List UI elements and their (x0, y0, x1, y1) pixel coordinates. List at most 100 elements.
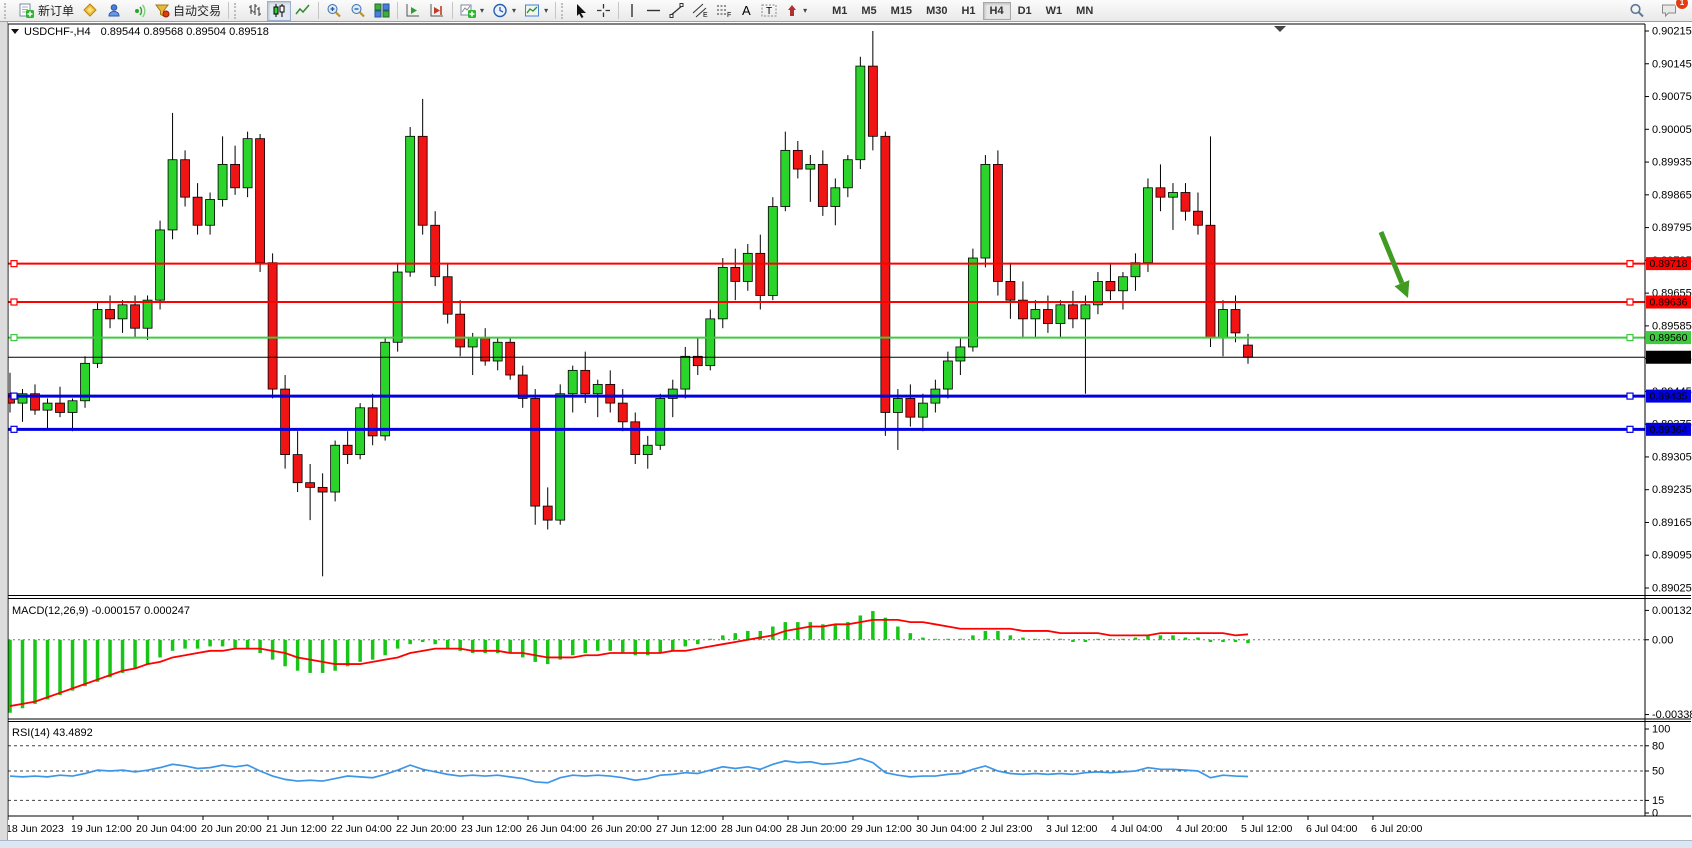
candle (543, 506, 552, 520)
chart-canvas[interactable]: 0.902150.901450.900750.900050.899350.898… (0, 22, 1692, 847)
line-handle[interactable] (11, 335, 17, 341)
candle (1118, 277, 1127, 291)
time-axis-label: 21 Jun 12:00 (266, 823, 327, 835)
autotrading-button[interactable]: 自动交易 (150, 1, 225, 21)
candle (56, 403, 65, 412)
candle (131, 305, 140, 328)
horizontal-line-icon (646, 3, 661, 18)
crosshair-icon (596, 3, 611, 18)
line-chart-button[interactable] (291, 1, 315, 21)
toolbar-grip[interactable] (234, 3, 239, 19)
bar-chart-button[interactable] (243, 1, 267, 21)
zoom-out-icon (350, 3, 366, 18)
auto-scroll-button[interactable] (401, 1, 425, 21)
toolbar-grip[interactable] (561, 3, 566, 19)
symbol-dropdown-arrow[interactable] (11, 29, 19, 34)
time-axis-label: 5 Jul 12:00 (1241, 823, 1293, 835)
signal-icon (130, 3, 146, 18)
tile-windows-button[interactable] (370, 1, 394, 21)
horizontal-line-button[interactable] (642, 1, 665, 21)
time-axis-label: 20 Jun 20:00 (201, 823, 262, 835)
candle (793, 150, 802, 169)
price-axis-label: 0.89165 (1652, 517, 1692, 529)
fibonacci-button[interactable]: F (712, 1, 736, 21)
chart-symbol: USDCHF-,H4 (24, 26, 91, 38)
tf-m5-button[interactable]: M5 (854, 2, 883, 20)
trendline-button[interactable] (665, 1, 688, 21)
search-button[interactable] (1625, 1, 1649, 21)
macd-axis-label: 0.001329 (1652, 605, 1692, 617)
candle (281, 389, 290, 455)
deposit-button[interactable] (78, 1, 102, 21)
periods-dropdown-caret[interactable]: ▾ (512, 6, 516, 15)
macd-indicator-label: MACD(12,26,9) -0.000157 0.000247 (12, 605, 190, 617)
profile-button[interactable] (102, 1, 126, 21)
cursor-icon (574, 3, 588, 18)
tf-w1-button[interactable]: W1 (1039, 2, 1070, 20)
candle (181, 160, 190, 197)
templates-dropdown-caret[interactable]: ▾ (544, 6, 548, 15)
candle (406, 136, 415, 272)
periods-button[interactable]: ▾ (488, 1, 520, 21)
line-handle[interactable] (11, 426, 17, 432)
tf-m30-button[interactable]: M30 (919, 2, 954, 20)
candle (468, 338, 477, 347)
line-handle[interactable] (1627, 426, 1633, 432)
candle (493, 342, 502, 361)
candle (456, 314, 465, 347)
line-handle[interactable] (11, 393, 17, 399)
line-handle[interactable] (1627, 393, 1633, 399)
line-handle[interactable] (1627, 299, 1633, 305)
arrows-dropdown-caret[interactable]: ▾ (803, 6, 807, 15)
zoom-out-button[interactable] (346, 1, 370, 21)
candle (531, 398, 540, 506)
line-handle[interactable] (11, 261, 17, 267)
indicators-button[interactable]: ▾ (456, 1, 488, 21)
candle (1168, 192, 1177, 197)
line-handle[interactable] (1627, 335, 1633, 341)
candle (293, 455, 302, 483)
price-axis-label: 0.89865 (1652, 189, 1692, 201)
templates-button[interactable]: ▾ (520, 1, 552, 21)
deposit-icon (82, 3, 98, 18)
new-order-button[interactable]: 新订单 (13, 1, 78, 21)
line-handle[interactable] (1627, 261, 1633, 267)
text-label-button[interactable]: T (757, 1, 781, 21)
tf-m15-button[interactable]: M15 (884, 2, 919, 20)
candle (568, 370, 577, 393)
zoom-in-button[interactable] (322, 1, 346, 21)
candle (43, 403, 52, 410)
time-axis-label: 27 Jun 12:00 (656, 823, 717, 835)
chart-shift-button[interactable] (425, 1, 449, 21)
candle (893, 398, 902, 412)
tf-mn-button[interactable]: MN (1069, 2, 1100, 20)
candle (1043, 310, 1052, 324)
tf-h4-button[interactable]: H4 (983, 2, 1011, 20)
time-axis-label: 23 Jun 12:00 (461, 823, 522, 835)
crosshair-button[interactable] (592, 1, 615, 21)
tf-h1-button[interactable]: H1 (954, 2, 982, 20)
vertical-line-button[interactable] (622, 1, 642, 21)
tf-m1-button[interactable]: M1 (825, 2, 854, 20)
auto-scroll-icon (405, 3, 421, 18)
signal-button[interactable] (126, 1, 150, 21)
autotrading-label: 自动交易 (173, 2, 221, 19)
rsi-axis-label: 15 (1652, 795, 1664, 807)
cursor-button[interactable] (570, 1, 592, 21)
candle (781, 150, 790, 206)
price-axis-label: 0.89305 (1652, 451, 1692, 463)
text-button[interactable]: A (736, 1, 757, 21)
tf-d1-button[interactable]: D1 (1011, 2, 1039, 20)
line-handle[interactable] (11, 299, 17, 305)
time-axis-label: 19 Jun 12:00 (71, 823, 132, 835)
svg-text:A: A (742, 3, 751, 18)
arrows-button[interactable]: ▾ (781, 1, 811, 21)
time-axis-label: 28 Jun 04:00 (721, 823, 782, 835)
equidistant-channel-button[interactable]: E (688, 1, 712, 21)
trend-arrow[interactable] (1381, 232, 1402, 283)
candlestick-chart-button[interactable] (267, 1, 291, 21)
toolbar-grip[interactable] (4, 3, 9, 19)
indicators-dropdown-caret[interactable]: ▾ (480, 6, 484, 15)
